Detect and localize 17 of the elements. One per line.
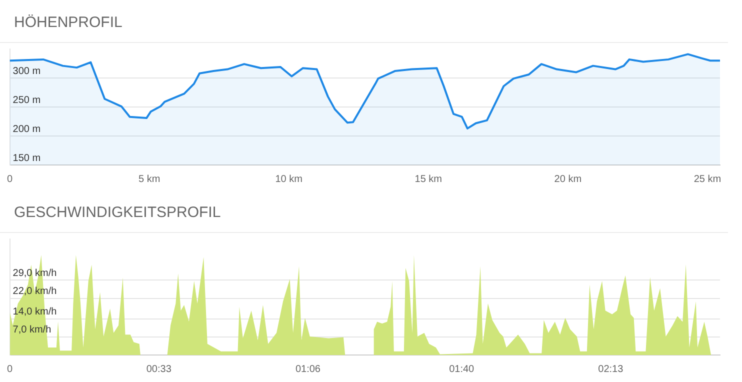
chart-title: HÖHENPROFIL [0, 0, 728, 43]
x-tick-label: 02:13 [598, 364, 624, 375]
chart-title: GESCHWINDIGKEITSPROFIL [0, 190, 728, 233]
x-tick-label: 0 [7, 174, 13, 185]
x-tick-label: 01:40 [449, 364, 475, 375]
x-tick-label: 00:33 [146, 364, 172, 375]
x-tick-label: 15 km [414, 174, 442, 185]
x-tick-label: 25 km [694, 174, 722, 185]
y-tick-label: 300 m [12, 66, 41, 77]
x-tick-label: 20 km [554, 174, 582, 185]
x-tick-label: 0 [7, 364, 13, 375]
y-tick-label: 250 m [12, 94, 41, 106]
x-tick-label: 10 km [275, 174, 302, 185]
x-tick-label: 5 km [138, 174, 160, 185]
y-tick-label: 150 m [12, 152, 41, 164]
x-tick-label: 01:06 [295, 364, 321, 375]
y-tick-label: 200 m [12, 124, 41, 135]
